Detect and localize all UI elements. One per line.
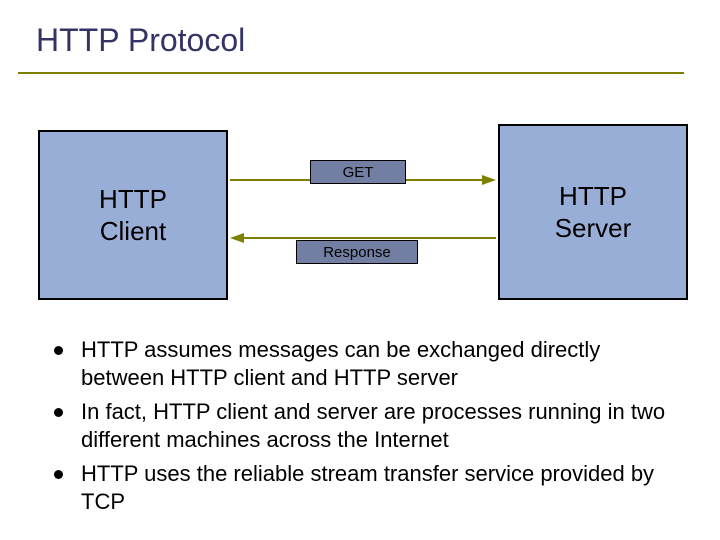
arrow-label-text: GET [343, 164, 374, 181]
bullet-text: In fact, HTTP client and server are proc… [81, 398, 674, 454]
bullet-list: HTTP assumes messages can be exchanged d… [54, 336, 674, 522]
node-server: HTTP Server [498, 124, 688, 300]
bullet-text: HTTP assumes messages can be exchanged d… [81, 336, 674, 392]
node-label: HTTP Client [99, 183, 167, 248]
bullet-dot-icon [54, 346, 63, 355]
bullet-dot-icon [54, 470, 63, 479]
arrow-label-get: GET [310, 160, 406, 184]
node-client: HTTP Client [38, 130, 228, 300]
node-label: HTTP Server [555, 180, 632, 245]
arrow-label-response: Response [296, 240, 418, 264]
arrow-label-text: Response [323, 244, 391, 261]
bullet-item: HTTP uses the reliable stream transfer s… [54, 460, 674, 516]
bullet-item: HTTP assumes messages can be exchanged d… [54, 336, 674, 392]
slide: HTTP Protocol HTTP assumes messages can … [0, 0, 720, 540]
bullet-item: In fact, HTTP client and server are proc… [54, 398, 674, 454]
bullet-text: HTTP uses the reliable stream transfer s… [81, 460, 674, 516]
bullet-dot-icon [54, 408, 63, 417]
